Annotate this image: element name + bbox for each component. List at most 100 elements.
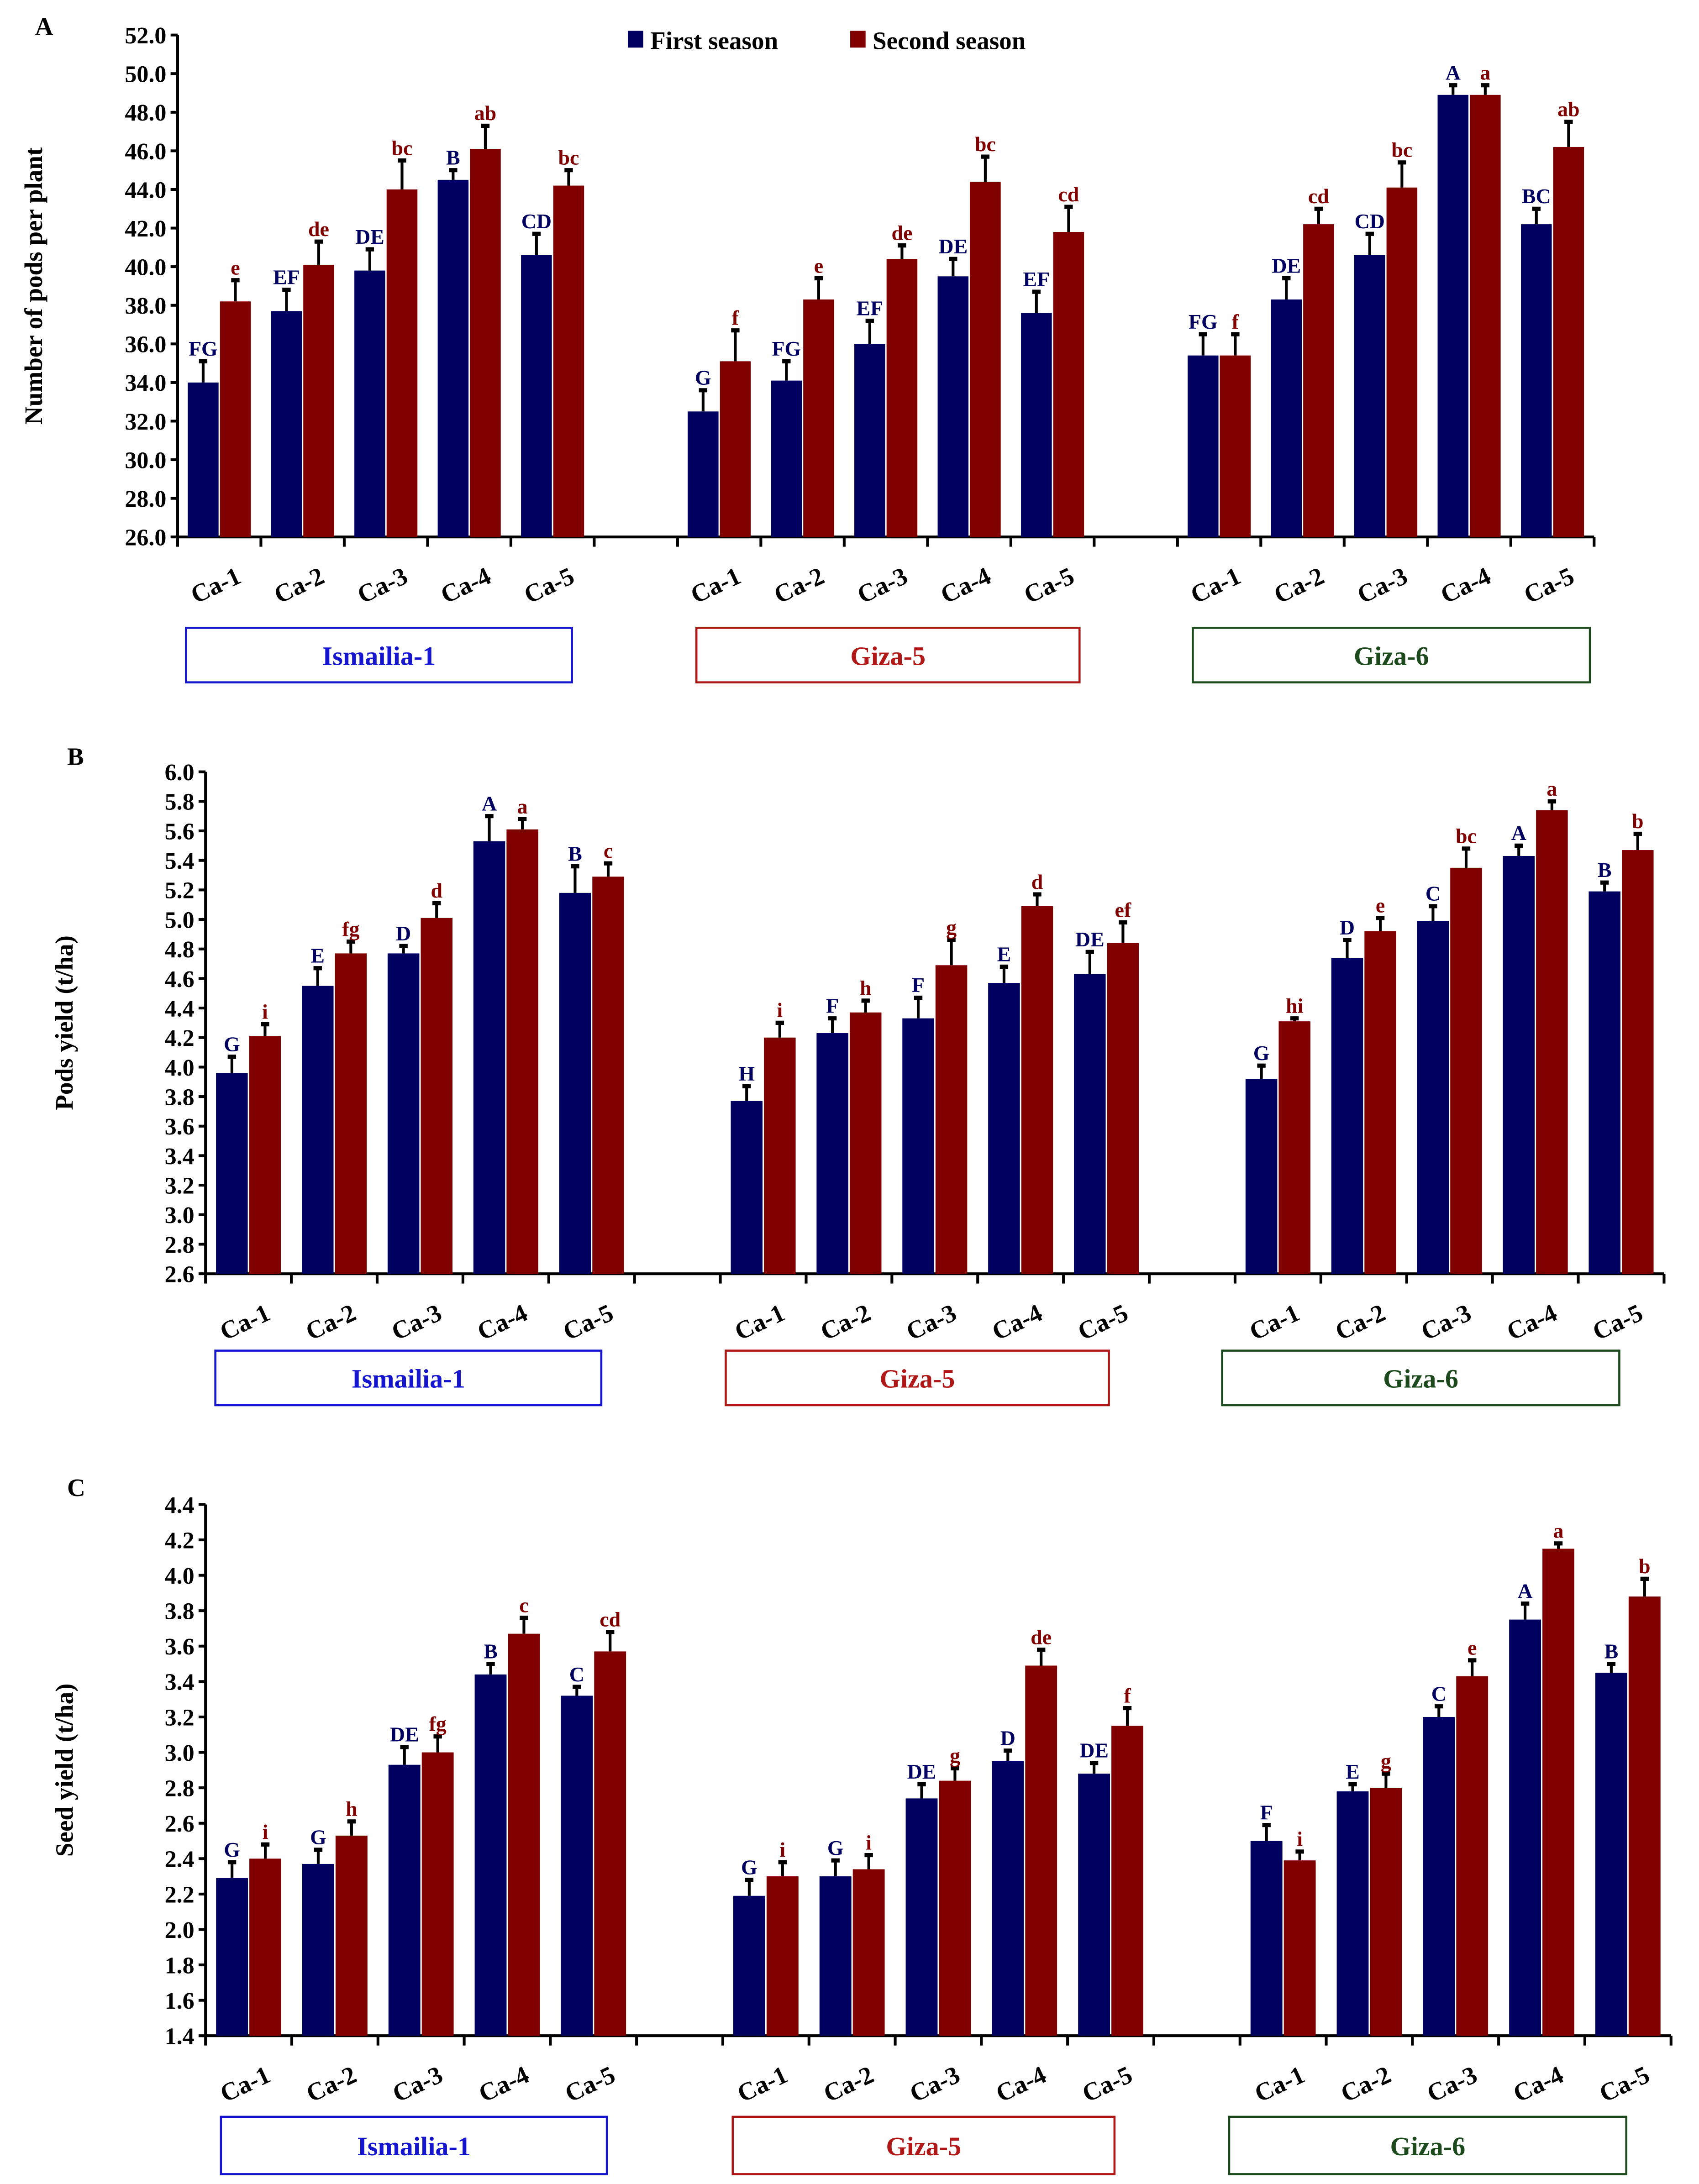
bar-second-season — [594, 1651, 626, 2036]
significance-letter: G — [224, 1033, 240, 1056]
significance-letter: B — [1598, 858, 1612, 882]
bar-second-season — [1107, 943, 1139, 1274]
significance-letter: bc — [1456, 824, 1477, 848]
y-tick-label: 4.0 — [165, 1055, 195, 1081]
significance-letter: g — [1381, 1749, 1391, 1773]
significance-letter: DE — [907, 1760, 936, 1783]
significance-letter: i — [779, 1838, 785, 1861]
significance-letter: G — [224, 1838, 240, 1861]
significance-letter: CD — [1355, 210, 1385, 233]
bar-second-season — [335, 1835, 368, 2036]
y-tick-label: 38.0 — [125, 293, 166, 319]
significance-letter: g — [950, 1744, 960, 1767]
cultivar-label: Ismailia-1 — [352, 1364, 465, 1394]
x-tick-label: Ca-2 — [302, 2060, 360, 2107]
cultivar-box — [731, 2116, 1116, 2175]
y-tick-label: 4.2 — [165, 1025, 195, 1051]
group-giza-6: FG f Ca-1 DE cd Ca-2 CD bc Ca-3 A a Ca-4 BC ab Ca-5 Giz… — [1186, 61, 1591, 683]
bar-first-season — [474, 1674, 507, 2036]
significance-letter: DE — [938, 235, 968, 258]
bar-second-season — [508, 1633, 540, 2036]
significance-letter: B — [484, 1639, 498, 1663]
y-tick-label: 5.0 — [165, 907, 195, 933]
significance-letter: FG — [189, 337, 218, 360]
x-tick-label: Ca-5 — [561, 2060, 619, 2107]
significance-letter: A — [1511, 821, 1526, 845]
legend: First season Second season — [628, 26, 1026, 54]
bar-second-season — [764, 1037, 796, 1274]
bar-second-season — [1370, 1788, 1402, 2036]
y-tick-label: 28.0 — [125, 486, 166, 512]
significance-letter: DE — [1075, 928, 1105, 951]
bar-first-season — [1250, 1841, 1283, 2036]
x-tick-label: Ca-5 — [1588, 1298, 1646, 1345]
bar-second-season — [1025, 1665, 1057, 2036]
x-tick-label: Ca-2 — [816, 1298, 874, 1345]
x-tick-label: Ca-2 — [770, 562, 828, 609]
significance-letter: G — [695, 366, 711, 389]
bar-first-season — [688, 411, 719, 537]
x-tick-label: Ca-1 — [1250, 2060, 1309, 2107]
bar-second-season — [849, 1012, 882, 1274]
bar-first-season — [816, 1033, 848, 1274]
y-tick-label: 2.4 — [165, 1847, 195, 1873]
y-tick-label: 4.2 — [165, 1528, 195, 1554]
significance-letter: b — [1639, 1554, 1651, 1578]
y-tick-label: 42.0 — [125, 216, 166, 242]
y-tick-label: 3.0 — [165, 1202, 195, 1228]
significance-letter: G — [1253, 1041, 1270, 1065]
x-tick-label: Ca-4 — [1436, 562, 1495, 609]
significance-letter: FG — [1189, 310, 1218, 333]
y-axis-label: Pods yield (t/ha) — [50, 935, 78, 1110]
significance-letter: B — [568, 842, 582, 865]
group-giza-5: Hi Ca-1 Fh Ca-2 Fg Ca-3 Ed Ca-4 DE ef Ca-5 Giza-5 — [725, 870, 1139, 1407]
y-tick-label: 3.0 — [165, 1740, 195, 1766]
significance-letter: d — [1031, 870, 1043, 893]
bar-first-season — [561, 1696, 593, 2036]
bar-second-season — [1386, 187, 1418, 537]
significance-letter: C — [1425, 882, 1441, 905]
significance-letter: bc — [1391, 138, 1412, 162]
bar-second-season — [592, 877, 624, 1274]
bar-second-season — [939, 1780, 971, 2036]
y-tick-label: 5.8 — [165, 789, 195, 815]
bar-first-season — [271, 311, 302, 537]
cultivar-label: Ismailia-1 — [322, 641, 436, 671]
y-axis-label: Number of pods per plant — [20, 147, 47, 425]
y-tick-label: 5.2 — [165, 878, 195, 904]
bar-second-season — [1536, 810, 1568, 1274]
x-tick-label: Ca-4 — [936, 562, 995, 609]
bar-first-season — [1437, 94, 1469, 537]
y-tick-label: 40.0 — [125, 255, 166, 281]
x-tick-label: Ca-1 — [216, 1298, 274, 1345]
y-tick-label: 3.8 — [165, 1084, 195, 1110]
bar-second-season — [249, 1858, 281, 2036]
cultivar-box — [220, 2116, 608, 2175]
y-tick-label: 6.0 — [165, 760, 195, 786]
significance-letter: F — [912, 973, 925, 997]
cultivar-label: Giza-6 — [1390, 2132, 1465, 2161]
bar-first-season — [301, 986, 334, 1274]
y-tick-label: 2.2 — [165, 1882, 195, 1908]
x-tick-label: Ca-3 — [853, 562, 911, 609]
bar-second-season — [720, 361, 751, 537]
bar-first-season — [387, 953, 420, 1274]
significance-letter: cd — [600, 1608, 621, 1631]
bar-second-season — [1470, 94, 1501, 537]
group-giza-5: Gf Ca-1 FG e Ca-2 EF de Ca-3 DE bc Ca-4 EF cd Ca-5 Giz… — [686, 132, 1084, 683]
x-tick-label: Ca-1 — [686, 562, 745, 609]
significance-letter: G — [310, 1826, 326, 1849]
group-ismailia-1: Gi Ca-1 Gh Ca-2 DE fg Ca-3 Bc Ca-4 Ccd Ca-5 Ismaili… — [216, 1593, 626, 2175]
significance-letter: hi — [1286, 994, 1304, 1017]
significance-letter: BC — [1522, 184, 1551, 208]
significance-letter: i — [263, 1820, 268, 1843]
bar-first-season — [1417, 921, 1449, 1274]
bar-first-season — [302, 1864, 334, 2036]
significance-letter: de — [1031, 1625, 1052, 1648]
significance-letter: fg — [429, 1712, 447, 1735]
bar-second-season — [1622, 850, 1654, 1274]
bar-first-season — [1188, 355, 1219, 537]
bar-second-season — [1628, 1596, 1661, 2036]
bar-first-season — [521, 255, 552, 537]
x-tick-label: Ca-2 — [301, 1298, 360, 1345]
